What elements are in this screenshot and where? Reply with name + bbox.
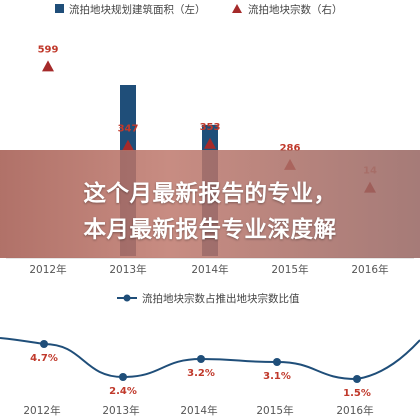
ratio-label-0: 4.7% — [30, 353, 58, 364]
banner-headline-line-1: 这个月最新报告的专业， — [83, 181, 337, 207]
ratio-label-4: 1.5% — [343, 388, 371, 399]
count-marker-1 — [122, 139, 134, 151]
legend-swatch-area — [55, 4, 64, 13]
count-label-3: 286 — [280, 143, 301, 154]
legend-label-ratio: 流拍地块宗数占推出地块宗数比值 — [142, 292, 300, 305]
count-label-2: 353 — [200, 122, 221, 133]
ratio-point-0 — [40, 340, 48, 348]
bar-xtick-1: 2013年 — [109, 263, 146, 276]
count-label-0: 599 — [38, 44, 59, 55]
count-marker-2 — [204, 137, 216, 149]
line-xtick-3: 2015年 — [256, 404, 293, 417]
legend-label-area: 流拍地块规划建筑面积（左） — [69, 3, 206, 16]
ratio-label-2: 3.2% — [187, 368, 215, 379]
legend-swatch-count — [232, 4, 242, 13]
ratio-point-2 — [197, 355, 205, 363]
bar-xtick-4: 2016年 — [351, 263, 388, 276]
line-xtick-0: 2012年 — [23, 404, 60, 417]
ratio-label-3: 3.1% — [263, 371, 291, 382]
title-banner — [0, 150, 420, 258]
legend-swatch-ratio-marker — [123, 294, 131, 302]
count-marker-0 — [42, 60, 54, 72]
bar-xtick-3: 2015年 — [271, 263, 308, 276]
line-xtick-2: 2014年 — [180, 404, 217, 417]
line-xtick-1: 2013年 — [102, 404, 139, 417]
count-label-1: 347 — [118, 124, 139, 135]
ratio-label-1: 2.4% — [109, 386, 137, 397]
line-xtick-4: 2016年 — [336, 404, 373, 417]
line-chart: 4.7% 2.4% 3.2% 3.1% 1.5% 2012年 2013年 2014年 2015年… — [0, 337, 420, 417]
ratio-point-4 — [353, 375, 361, 383]
ratio-point-3 — [273, 358, 281, 366]
ratio-point-1 — [119, 373, 127, 381]
legend-label-count: 流拍地块宗数（右） — [248, 3, 343, 16]
banner-headline-line-2: 本月最新报告专业深度解 — [83, 217, 337, 243]
bar-xtick-0: 2012年 — [29, 263, 66, 276]
bar-xtick-2: 2014年 — [191, 263, 228, 276]
